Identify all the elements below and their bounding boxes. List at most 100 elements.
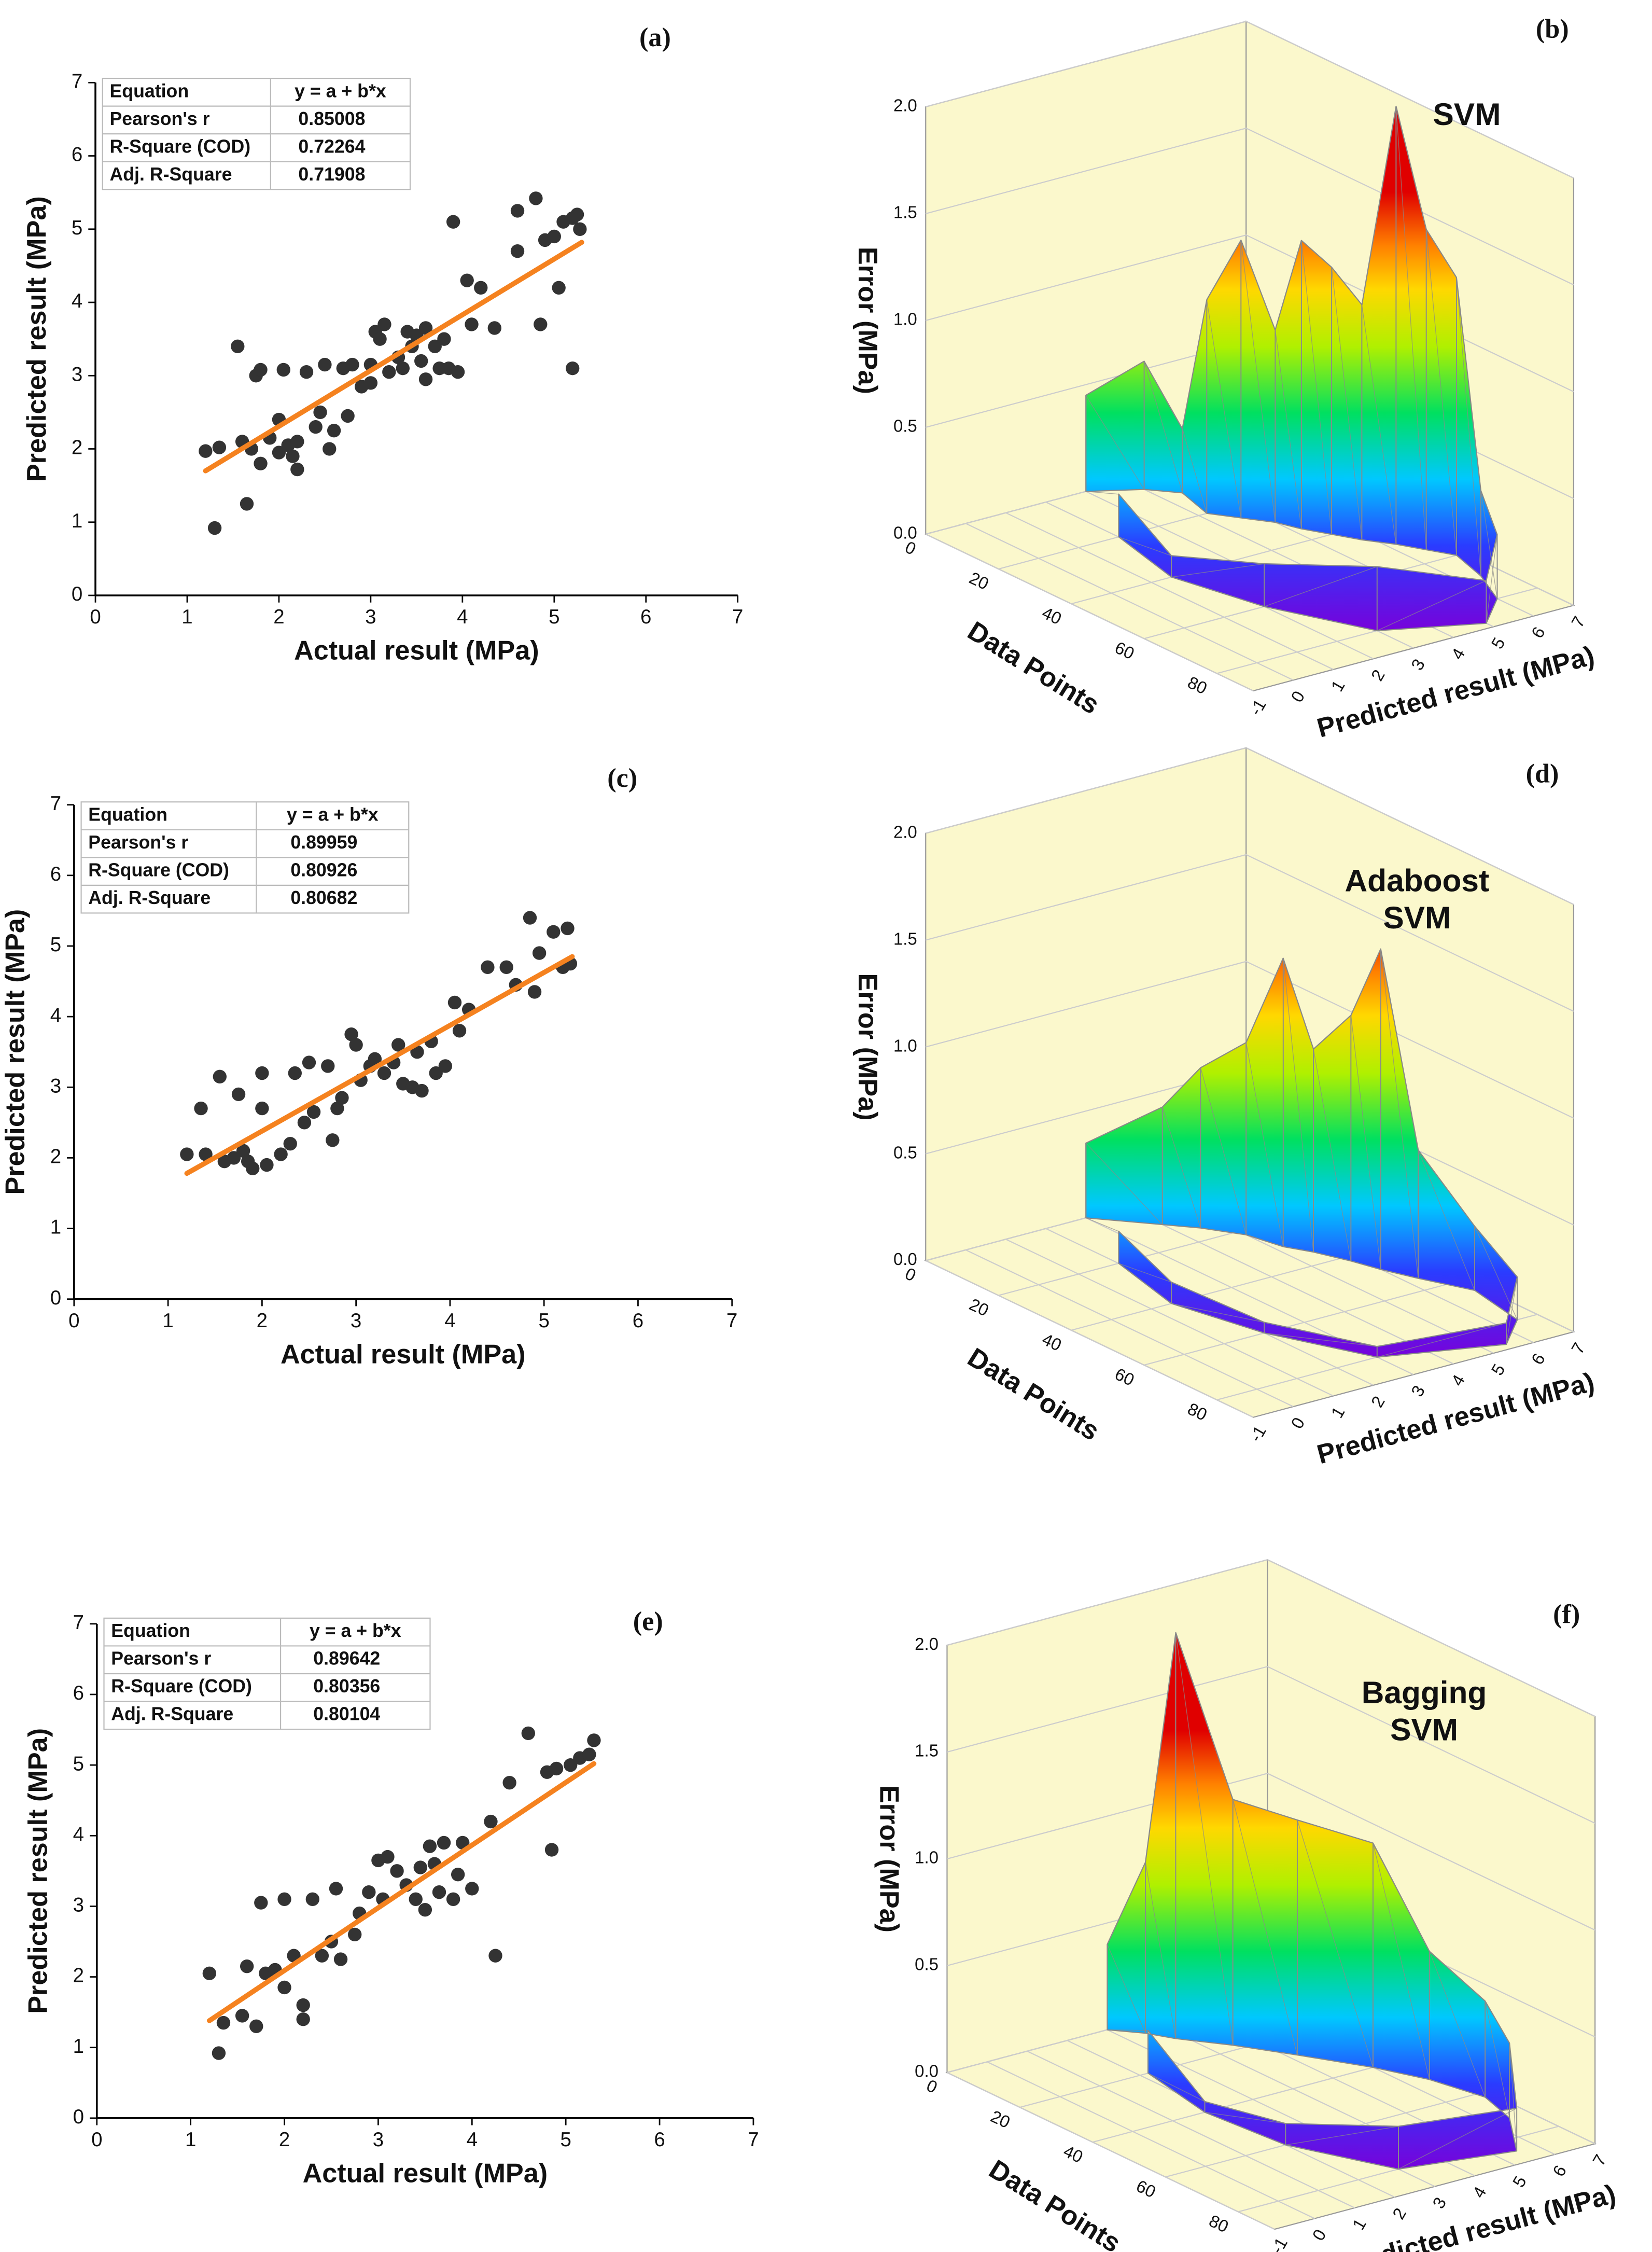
x-tick-label: 3 (351, 1310, 361, 1332)
mesh-line (1145, 1862, 1177, 2039)
x-tick-label: 5 (538, 1310, 549, 1332)
point (587, 1733, 601, 1747)
point (413, 1860, 427, 1874)
panel-label: (b) (1536, 14, 1569, 44)
point (521, 1726, 535, 1741)
point (313, 405, 327, 420)
point (199, 444, 213, 458)
y-tick-label: 3 (50, 1075, 61, 1097)
x-axis-label: Actual result (MPa) (281, 1339, 526, 1369)
z-tick-label: 0.0 (893, 1249, 917, 1269)
point (465, 1882, 479, 1896)
p-tick-label: 1 (1349, 2215, 1370, 2233)
y-tick-label: 4 (50, 1004, 61, 1026)
y-tick-label: 6 (72, 144, 82, 166)
y-tick-label: 7 (73, 1611, 84, 1634)
point (236, 1144, 250, 1158)
z-tick-label: 1.5 (893, 929, 917, 948)
point (396, 361, 410, 376)
p-tick-label: -1 (1245, 696, 1270, 719)
point (318, 357, 332, 372)
mesh-line (1085, 395, 1145, 490)
point (260, 1158, 274, 1172)
x-tick-label: 1 (181, 606, 192, 628)
grid-line (1005, 1239, 1334, 1397)
x-tick-label: 4 (444, 1310, 455, 1332)
point (446, 215, 460, 229)
y-tick-label: 1 (73, 2035, 84, 2058)
p-tick-label: 5 (1487, 634, 1508, 652)
d-tick-label: 40 (1039, 603, 1065, 628)
y-tick-label: 2 (72, 437, 82, 459)
mesh-line (1361, 304, 1397, 545)
point (547, 925, 561, 939)
mesh-line (1285, 2126, 1399, 2146)
point (296, 2012, 310, 2026)
grid-line (987, 2061, 1315, 2219)
chart-title: Adaboost (1345, 863, 1490, 898)
point (547, 229, 561, 244)
mesh-line (1350, 1015, 1381, 1270)
point (527, 985, 542, 999)
y-tick-label: 7 (72, 70, 82, 92)
d-axis-label: Data Points (984, 2154, 1126, 2252)
mesh-line (1331, 267, 1363, 540)
x-tick-label: 7 (726, 1310, 737, 1332)
point (418, 321, 433, 335)
point (409, 1892, 423, 1906)
table-value: 0.85008 (298, 108, 365, 129)
point (207, 521, 222, 535)
point (362, 1885, 376, 1899)
d-tick-label: 40 (1039, 1329, 1065, 1355)
d-tick-label: 60 (1112, 637, 1138, 663)
point (377, 1066, 391, 1080)
point (216, 2015, 231, 2030)
fit-line (207, 1761, 597, 2023)
p-tick-label: 6 (1528, 623, 1549, 641)
x-tick-label: 7 (732, 606, 743, 628)
table-value: 0.89642 (313, 1648, 380, 1669)
point (296, 1998, 310, 2012)
mesh-line (1380, 949, 1419, 1278)
table-key: Pearson's r (109, 108, 209, 129)
point (290, 462, 304, 477)
point (377, 317, 391, 331)
point (329, 1882, 343, 1896)
point (255, 1066, 269, 1080)
mesh-line (1509, 2042, 1517, 2151)
table-key: Adj. R-Square (109, 164, 232, 185)
mesh-line (1232, 1799, 1298, 2055)
point (532, 946, 547, 960)
p-tick-label: 0 (1287, 688, 1308, 705)
point (348, 1927, 362, 1942)
table-key: Adj. R-Square (111, 1704, 233, 1725)
mesh-line (1395, 106, 1427, 550)
mesh-line (1377, 1323, 1507, 1358)
point (484, 1814, 498, 1829)
z-tick-label: 0.5 (893, 416, 917, 436)
table-key: Pearson's r (111, 1648, 211, 1669)
grid-line (925, 21, 1574, 179)
grid-line (1027, 2050, 1355, 2208)
point (452, 1024, 467, 1038)
mesh-line (1200, 1067, 1247, 1235)
p-tick-label: 3 (1407, 1382, 1429, 1400)
d-tick-label: 80 (1185, 673, 1210, 698)
point (418, 1903, 432, 1917)
grid-line (946, 2072, 1275, 2230)
mesh-line (1283, 958, 1314, 1253)
mesh-line (1205, 2111, 1286, 2124)
x-tick-label: 4 (467, 2129, 478, 2151)
point (290, 435, 304, 449)
p-tick-label: 0 (1308, 2226, 1329, 2244)
grid-line (925, 961, 1574, 1119)
point (570, 207, 584, 221)
p-tick-label: 4 (1468, 2183, 1490, 2201)
mesh-line (1456, 277, 1481, 576)
z-tick-label: 0.0 (915, 2062, 939, 2081)
mesh-line (1275, 330, 1302, 529)
y-tick-label: 2 (50, 1146, 61, 1168)
mesh-line (1175, 1632, 1234, 2046)
d-tick-label: 40 (1060, 2141, 1086, 2166)
